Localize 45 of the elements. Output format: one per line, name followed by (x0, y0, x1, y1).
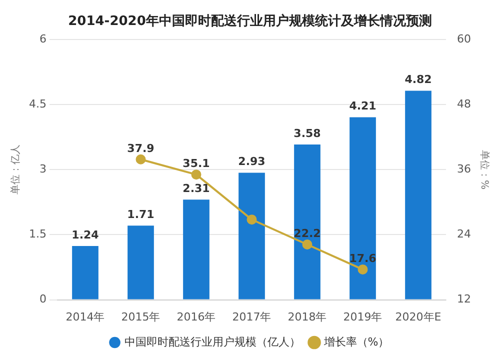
data-label: 1.24 (72, 228, 100, 242)
legend-label: 增长率（%） (322, 335, 390, 348)
y-tick-label: 0 (39, 292, 46, 306)
y-tick-label: 6 (39, 32, 46, 46)
y-tick-label: 3 (39, 162, 46, 176)
data-label: 2.93 (238, 155, 266, 168)
point (246, 214, 257, 225)
y-tick-label: 4.5 (28, 98, 46, 111)
data-label: 37.9 (127, 142, 154, 155)
data-label: 1.71 (127, 208, 154, 221)
point (191, 170, 202, 180)
y2-tick-label: 12 (457, 292, 472, 306)
bar (183, 200, 210, 300)
chart-title: 2014-2020年中国即时配送行业用户规模统计及增长情况预测 (68, 13, 432, 30)
bar (72, 246, 98, 300)
x-tick-label: 2016年 (176, 310, 216, 324)
bar (350, 117, 376, 300)
x-tick-label: 2020年E (395, 310, 442, 324)
data-label: 22.2 (294, 226, 321, 240)
bar (294, 144, 320, 300)
x-tick-label: 2014年 (66, 310, 105, 324)
y2-tick-label: 48 (457, 98, 472, 111)
data-label: 4.21 (349, 100, 376, 113)
y2-axis-title: 单位：% (478, 150, 490, 190)
data-label: 2.31 (182, 182, 210, 195)
x-tick-label: 2015年 (121, 310, 160, 324)
x-tick-label: 2019年 (343, 310, 382, 324)
y2-tick-label: 36 (457, 162, 472, 176)
bar (238, 172, 265, 300)
x-tick-label: 2018年 (288, 310, 327, 324)
data-label: 3.58 (294, 126, 321, 140)
y2-tick-label: 60 (457, 32, 472, 46)
bar (128, 226, 154, 300)
y2-tick-label: 24 (457, 228, 472, 241)
point (358, 264, 368, 274)
legend-label: 中国即时配送行业用户规模（亿人） (124, 335, 300, 348)
y-axis-title: 单位：亿人 (10, 144, 22, 195)
data-label: 35.1 (182, 156, 210, 170)
y-tick-label: 1.5 (28, 228, 46, 241)
point (136, 154, 146, 164)
bar (405, 90, 432, 300)
data-label: 17.6 (349, 252, 377, 265)
x-tick-label: 2017年 (232, 310, 272, 324)
data-label: 4.82 (404, 73, 432, 86)
point (302, 240, 312, 250)
